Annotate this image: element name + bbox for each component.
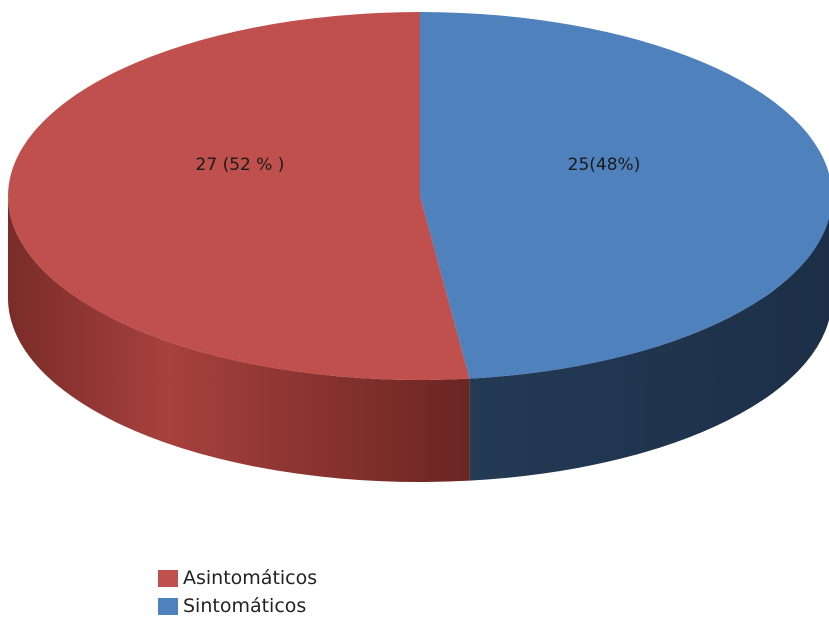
legend-label-asintomaticos: Asintomáticos [183, 567, 318, 589]
legend-label-sintomaticos: Sintomáticos [183, 595, 307, 617]
legend-item-asintomaticos: Asintomáticos [158, 564, 317, 592]
legend-item-sintomaticos: Sintomáticos [158, 592, 317, 620]
legend-swatch-sintomaticos [158, 597, 178, 615]
slice-sintomaticos [420, 12, 829, 379]
slice-asintomaticos [8, 12, 470, 380]
slice-side-asintomaticos [8, 196, 470, 483]
slice-side-sintomaticos [469, 218, 829, 481]
legend-swatch-asintomaticos [158, 569, 178, 587]
data-label-asintomaticos: 27 (52 % ) [196, 155, 285, 175]
data-label-sintomaticos: 25(48%) [568, 155, 641, 175]
legend: Asintomáticos Sintomáticos [158, 564, 317, 620]
